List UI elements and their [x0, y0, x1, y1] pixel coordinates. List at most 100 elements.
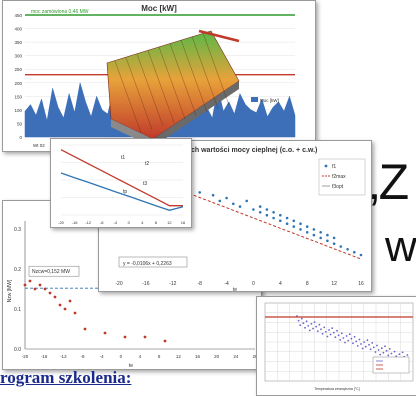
- scatter-point: [304, 326, 306, 329]
- annotation-box: [28, 265, 80, 277]
- scatter-point: [299, 228, 302, 231]
- scatter-point: [63, 307, 67, 311]
- x-tick-label: -16: [72, 220, 79, 225]
- reference-annotation: Nzcw=0,152 MW: [32, 269, 70, 275]
- scatter-point: [315, 325, 318, 328]
- series-label: t2: [145, 161, 149, 167]
- scatter-point: [398, 353, 401, 356]
- scatter-point: [387, 354, 390, 357]
- scatter-point: [336, 329, 338, 332]
- x-tick-label: 16: [358, 281, 364, 287]
- scatter-point: [393, 350, 396, 353]
- scatter-point: [265, 208, 269, 211]
- scatter-point: [198, 191, 201, 194]
- slide-subtitle-fragment: w: [385, 222, 416, 271]
- x-tick-label: 16: [181, 220, 186, 225]
- scatter-point: [53, 295, 57, 299]
- scatter-point: [395, 355, 398, 357]
- y-tick-label: 450: [14, 13, 22, 18]
- scatter-point: [334, 336, 337, 339]
- scatter-point: [346, 248, 349, 251]
- scatter-point: [28, 279, 32, 283]
- y-tick-label: 200: [14, 81, 22, 86]
- surface-ridge: [114, 60, 142, 134]
- scatter-point: [326, 335, 329, 338]
- scatter-point: [358, 338, 361, 341]
- scatter-point: [48, 291, 52, 295]
- scatter-point: [258, 211, 262, 214]
- scatter-point: [225, 196, 228, 200]
- x-tick-label: -12: [169, 281, 176, 287]
- scatter-point: [324, 331, 327, 333]
- scatter-point: [38, 283, 42, 287]
- scatter-point: [376, 344, 378, 347]
- x-tick-label: -8: [197, 281, 202, 287]
- scatter-point: [323, 326, 326, 329]
- surface-ridge: [147, 50, 175, 123]
- scatter-point: [299, 324, 302, 326]
- scatter-point: [272, 211, 275, 214]
- scatter-point: [337, 334, 340, 337]
- x-tick-label: 4: [141, 220, 144, 225]
- x-tick-label: -16: [41, 354, 48, 359]
- scatter-point: [232, 202, 235, 206]
- equation-box: [118, 256, 188, 268]
- scatter-point: [331, 327, 334, 329]
- chart-title: ch wartości mocy cieplnej (c.o. + c.w.): [191, 147, 317, 154]
- scatter-point: [353, 335, 356, 338]
- scatter-point: [328, 329, 330, 331]
- scatter-point: [58, 303, 62, 307]
- legend-label: f1: [332, 164, 336, 170]
- scatter-point: [380, 347, 383, 350]
- scatter-point: [211, 193, 215, 197]
- scatter-point: [308, 329, 311, 332]
- power-chart-panel: Moc [kW] 450 400 350 300 250 200 150 100 50 0 moc z…: [2, 0, 316, 152]
- surface-peak-line: [198, 29, 240, 43]
- scatter-point: [245, 199, 248, 203]
- scatter-point: [73, 311, 77, 315]
- x-axis-label: Temperatura zewnętrzna [°C]: [314, 387, 359, 391]
- scatter-point: [238, 205, 242, 208]
- scatter-point: [401, 351, 404, 354]
- scatter-point: [292, 219, 296, 223]
- y-tick-label: 0.2: [14, 267, 21, 273]
- x-tick-label: 4: [139, 354, 142, 359]
- legend-swatch: [324, 164, 328, 168]
- scatter-point: [332, 242, 336, 245]
- x-axis-label: te: [129, 363, 133, 369]
- x-tick-label: 4: [279, 281, 282, 287]
- scatter-point: [347, 339, 350, 342]
- scatter-point: [279, 213, 282, 217]
- scatter-point: [361, 347, 364, 350]
- outdoor-temp-scatter-chart: Temperatura zewnętrzna [°C]: [264, 302, 414, 391]
- scatter-point: [297, 319, 300, 322]
- scatter-point: [332, 331, 335, 334]
- series-label: tp: [123, 189, 127, 195]
- x-tick-label: Wt 02: [33, 143, 45, 148]
- scatter-point: [319, 231, 322, 234]
- scatter-point: [374, 351, 377, 353]
- scatter-point: [302, 322, 305, 325]
- scatter-point: [258, 205, 262, 208]
- scatter-point: [406, 354, 409, 356]
- x-axis-label: te: [233, 287, 237, 291]
- x-tick-label: -12: [60, 354, 67, 359]
- scatter-point: [371, 342, 374, 344]
- line-series-2: [60, 172, 184, 211]
- x-tick-label: 16: [195, 354, 201, 359]
- x-tick-label: -8: [100, 220, 104, 225]
- scatter-point: [342, 337, 345, 339]
- temperature-line-panel: t1 t2 t3 tp -20 -16 -12 -8 -4 0 4 8 12 16: [50, 138, 192, 228]
- 3d-surface-base-side: [153, 81, 239, 147]
- scatter-point: [356, 345, 359, 347]
- x-tick-label: -4: [100, 354, 104, 359]
- scatter-point: [339, 339, 342, 341]
- surface-ridge: [191, 36, 219, 109]
- y-tick-label: 150: [14, 94, 22, 99]
- scatter-point: [285, 216, 289, 220]
- scatter-point: [355, 340, 358, 343]
- scatter-point: [379, 353, 382, 356]
- surface-ridge: [125, 57, 153, 130]
- x-tick-label: 12: [331, 281, 337, 287]
- x-tick-label: -20: [115, 281, 122, 287]
